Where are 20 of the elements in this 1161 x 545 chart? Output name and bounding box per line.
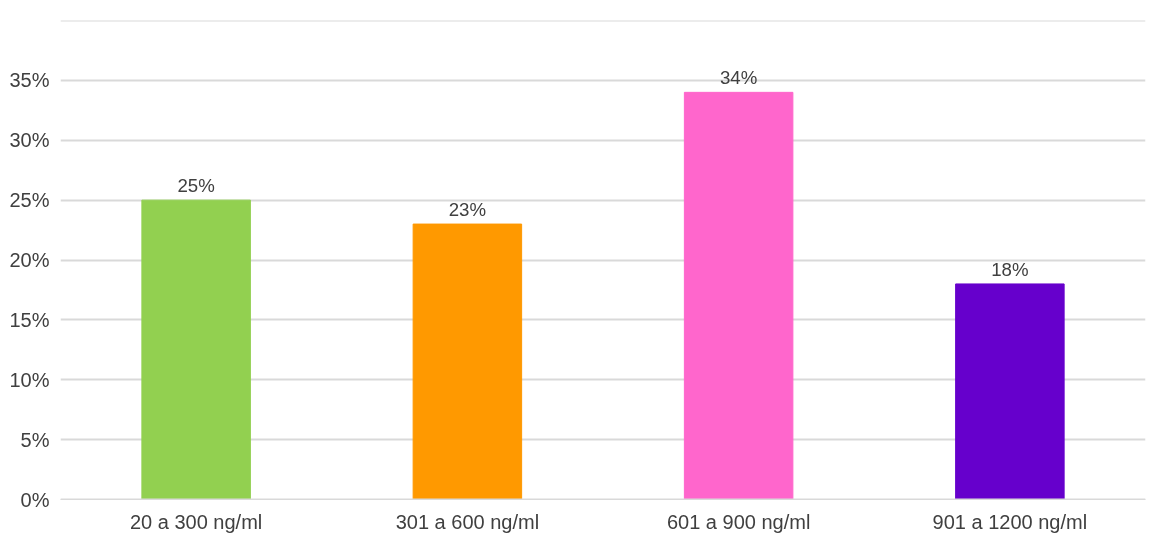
x-tick-label: 301 a 600 ng/ml	[395, 510, 540, 533]
y-tick-label: 35%	[9, 69, 50, 92]
y-tick-label: 30%	[9, 129, 50, 152]
y-tick-label: 25%	[9, 189, 50, 212]
bar	[141, 199, 251, 500]
bar	[683, 91, 794, 500]
data-label: 18%	[991, 258, 1029, 280]
bar	[955, 283, 1065, 500]
y-tick-label: 10%	[9, 368, 50, 391]
data-label: 25%	[177, 175, 215, 197]
y-tick-label: 15%	[9, 308, 50, 331]
data-label: 34%	[719, 67, 758, 89]
x-tick-label: 901 a 1200 ng/ml	[932, 510, 1088, 533]
data-label: 23%	[448, 199, 487, 221]
bar	[412, 223, 523, 500]
y-tick-label: 20%	[9, 249, 50, 271]
x-tick-label: 601 a 900 ng/ml	[666, 510, 811, 533]
y-tick-label: 0%	[20, 488, 50, 511]
x-tick-label: 20 a 300 ng/ml	[129, 510, 263, 533]
y-tick-label: 5%	[20, 428, 50, 451]
